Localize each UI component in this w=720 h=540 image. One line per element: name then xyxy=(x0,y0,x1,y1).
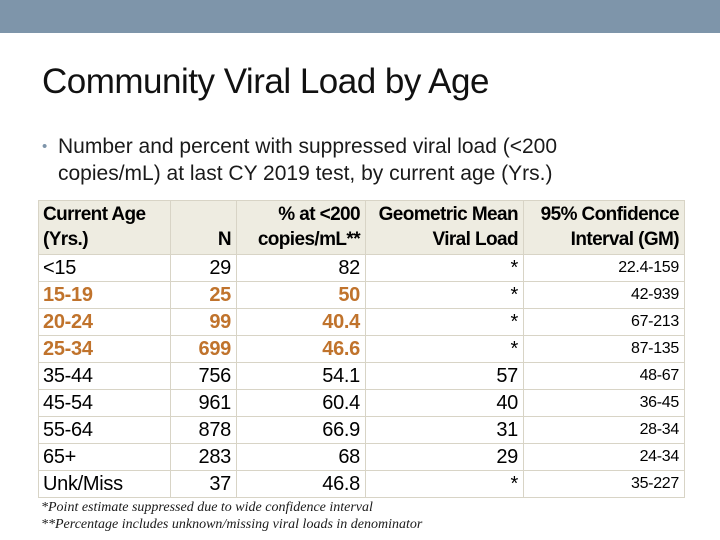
table-row: 25-34 699 46.6 * 87-135 xyxy=(38,335,685,363)
table-row: 65+ 283 68 29 24-34 xyxy=(38,443,685,471)
cell-gm: 57 xyxy=(365,362,524,390)
table-row: 55-64 878 66.9 31 28-34 xyxy=(38,416,685,444)
cell-ci: 87-135 xyxy=(523,335,685,363)
cell-pct: 46.8 xyxy=(236,470,366,498)
cell-gm: * xyxy=(365,308,524,336)
cell-age: 45-54 xyxy=(38,389,171,417)
cell-ci: 48-67 xyxy=(523,362,685,390)
cell-age: <15 xyxy=(38,254,171,282)
cell-gm: * xyxy=(365,254,524,282)
column-header-age: Current Age (Yrs.) xyxy=(38,200,171,255)
cell-age: Unk/Miss xyxy=(38,470,171,498)
cell-ci: 35-227 xyxy=(523,470,685,498)
cell-pct: 54.1 xyxy=(236,362,366,390)
cell-pct: 68 xyxy=(236,443,366,471)
column-header-confidence-interval: 95% Confidence Interval (GM) xyxy=(523,200,685,255)
cell-pct: 82 xyxy=(236,254,366,282)
cell-gm: 40 xyxy=(365,389,524,417)
table-row: 15-19 25 50 * 42-939 xyxy=(38,281,685,309)
bullet-text: Number and percent with suppressed viral… xyxy=(58,133,557,187)
cell-age: 20-24 xyxy=(38,308,171,336)
cell-pct: 40.4 xyxy=(236,308,366,336)
bullet-paragraph: • Number and percent with suppressed vir… xyxy=(42,133,662,187)
cell-ci: 42-939 xyxy=(523,281,685,309)
cell-ci: 36-45 xyxy=(523,389,685,417)
footnote-line2: **Percentage includes unknown/missing vi… xyxy=(41,517,423,532)
table-row: Unk/Miss 37 46.8 * 35-227 xyxy=(38,470,685,498)
cell-gm: 29 xyxy=(365,443,524,471)
cell-n: 756 xyxy=(170,362,237,390)
top-accent-bar xyxy=(0,0,720,33)
cell-gm: 31 xyxy=(365,416,524,444)
cell-pct: 66.9 xyxy=(236,416,366,444)
cell-n: 99 xyxy=(170,308,237,336)
cell-n: 37 xyxy=(170,470,237,498)
table-row: 20-24 99 40.4 * 67-213 xyxy=(38,308,685,336)
cell-n: 961 xyxy=(170,389,237,417)
cell-age: 35-44 xyxy=(38,362,171,390)
cell-age: 55-64 xyxy=(38,416,171,444)
table-header-row: Current Age (Yrs.) N % at <200 copies/mL… xyxy=(38,200,685,255)
cell-ci: 28-34 xyxy=(523,416,685,444)
table-row: 35-44 756 54.1 57 48-67 xyxy=(38,362,685,390)
bullet-text-line2: copies/mL) at last CY 2019 test, by curr… xyxy=(58,162,553,185)
page-title: Community Viral Load by Age xyxy=(42,62,489,101)
cell-gm: * xyxy=(365,470,524,498)
cell-ci: 22.4-159 xyxy=(523,254,685,282)
cell-pct: 46.6 xyxy=(236,335,366,363)
footnote-line1: *Point estimate suppressed due to wide c… xyxy=(41,500,373,515)
cell-age: 25-34 xyxy=(38,335,171,363)
bullet-icon: • xyxy=(42,138,48,155)
column-header-n: N xyxy=(170,200,237,255)
cell-ci: 24-34 xyxy=(523,443,685,471)
column-header-pct-suppressed: % at <200 copies/mL** xyxy=(236,200,366,255)
viral-load-table: Current Age (Yrs.) N % at <200 copies/mL… xyxy=(38,200,685,498)
table-row: <15 29 82 * 22.4-159 xyxy=(38,254,685,282)
footnotes: *Point estimate suppressed due to wide c… xyxy=(41,499,422,533)
cell-ci: 67-213 xyxy=(523,308,685,336)
table-row: 45-54 961 60.4 40 36-45 xyxy=(38,389,685,417)
cell-age: 15-19 xyxy=(38,281,171,309)
cell-n: 29 xyxy=(170,254,237,282)
cell-n: 878 xyxy=(170,416,237,444)
bullet-text-line1: Number and percent with suppressed viral… xyxy=(58,135,558,158)
cell-gm: * xyxy=(365,281,524,309)
cell-n: 25 xyxy=(170,281,237,309)
column-header-geometric-mean: Geometric Mean Viral Load xyxy=(365,200,524,255)
cell-gm: * xyxy=(365,335,524,363)
cell-age: 65+ xyxy=(38,443,171,471)
cell-n: 699 xyxy=(170,335,237,363)
cell-pct: 60.4 xyxy=(236,389,366,417)
cell-n: 283 xyxy=(170,443,237,471)
cell-pct: 50 xyxy=(236,281,366,309)
